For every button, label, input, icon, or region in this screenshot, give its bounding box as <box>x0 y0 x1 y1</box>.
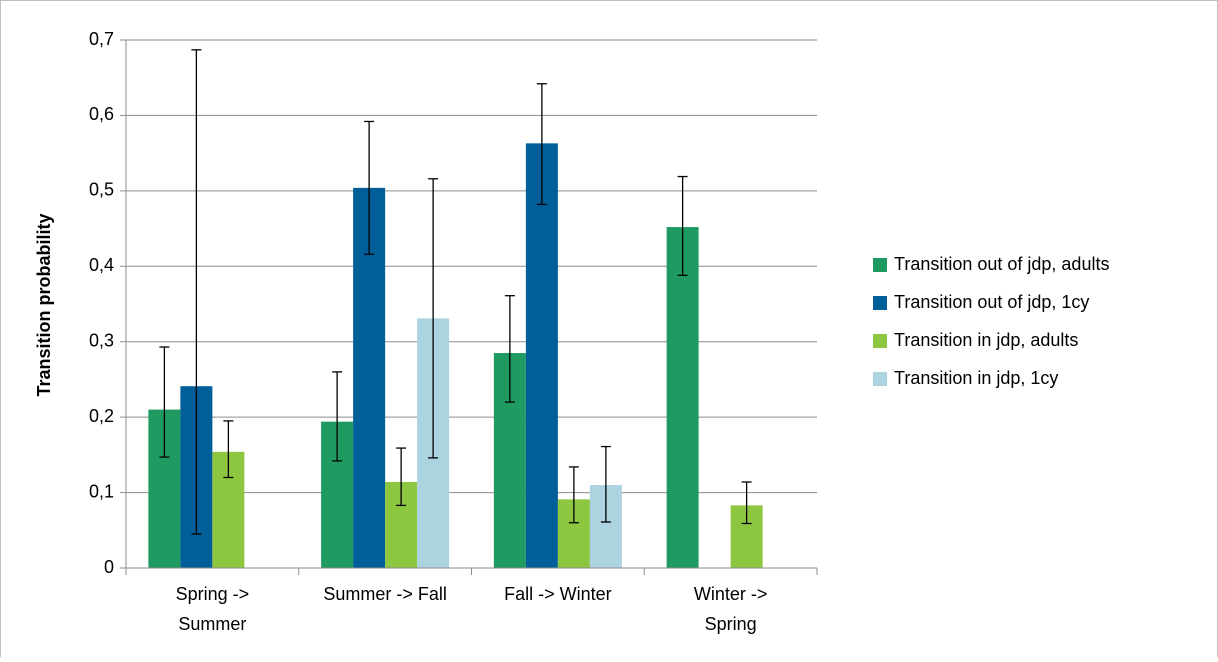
legend-label: Transition in jdp, 1cy <box>894 368 1058 388</box>
y-tick-label: 0,7 <box>89 29 114 49</box>
x-tick-label: Summer -> Fall <box>323 584 447 604</box>
x-tick-label: Spring -> Summer <box>176 584 250 634</box>
legend-swatch <box>873 334 887 348</box>
y-tick-label: 0,4 <box>89 255 114 275</box>
y-tick-label: 0,1 <box>89 481 114 501</box>
x-tick-label-line: Spring <box>705 614 757 634</box>
x-tick-label-line: Winter -> <box>694 584 768 604</box>
y-tick-label: 0,5 <box>89 180 114 200</box>
y-tick-label: 0 <box>104 557 114 577</box>
legend-swatch <box>873 258 887 272</box>
legend-label: Transition in jdp, adults <box>894 330 1078 350</box>
x-tick-label: Fall -> Winter <box>504 584 612 604</box>
legend-label: Transition out of jdp, adults <box>894 254 1109 274</box>
bar <box>666 227 699 568</box>
legend-swatch <box>873 296 887 310</box>
legend-swatch <box>873 372 887 386</box>
legend-label: Transition out of jdp, 1cy <box>894 292 1089 312</box>
bar <box>525 143 558 568</box>
x-tick-label: Winter -> Spring <box>694 584 768 634</box>
x-tick-label-line: Spring -> <box>176 584 250 604</box>
y-tick-label: 0,3 <box>89 330 114 350</box>
y-tick-label: 0,6 <box>89 104 114 124</box>
x-tick-label-line: Summer <box>178 614 246 634</box>
y-tick-label: 0,2 <box>89 406 114 426</box>
y-axis-title: Transition probability <box>34 213 54 396</box>
